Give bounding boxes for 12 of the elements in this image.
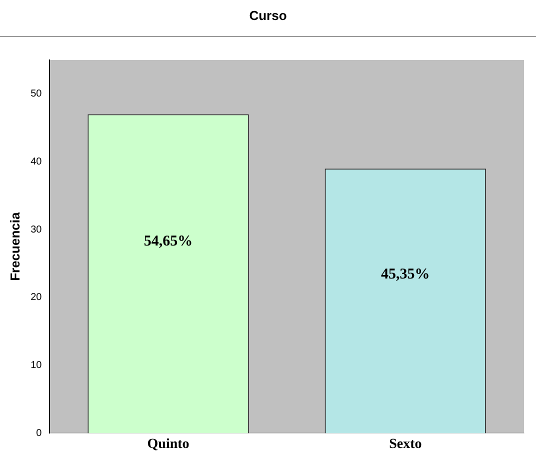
chart-title: Curso (248, 8, 288, 23)
y-tick-label: 30 (30, 224, 42, 236)
y-tick-label: 0 (36, 428, 42, 439)
y-tick-label: 40 (30, 156, 42, 168)
y-tick-label: 50 (30, 88, 42, 100)
annotation: 45,35% (381, 266, 430, 282)
x-tick-label: Quinto (147, 437, 190, 452)
x-tick-label: Sexto (389, 437, 422, 452)
y-axis-title: Frecuencia (7, 212, 22, 281)
y-tick-label: 10 (30, 360, 42, 372)
y-tick-label: 20 (30, 292, 42, 304)
annotation: 54,65% (144, 234, 193, 250)
